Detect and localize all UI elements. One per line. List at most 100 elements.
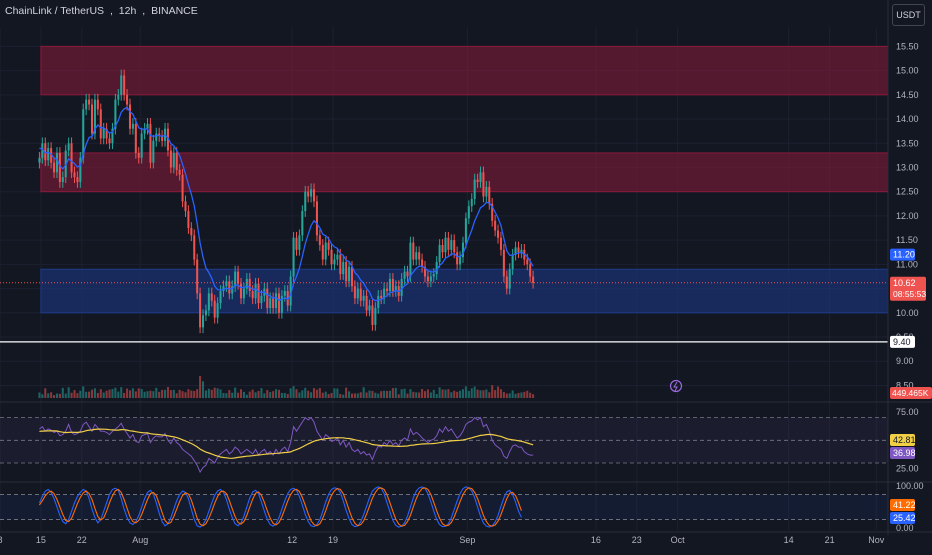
price-tick-label: 8.50: [896, 380, 914, 390]
candle: [85, 99, 88, 110]
candle: [260, 295, 263, 304]
candle: [146, 123, 149, 129]
volume-bar: [456, 391, 459, 398]
volume-bar: [254, 392, 257, 398]
candle: [175, 152, 178, 170]
candle: [432, 274, 435, 277]
volume-bar: [333, 388, 336, 398]
volume-bar: [210, 389, 213, 398]
volume-bar: [280, 392, 283, 398]
volume-bar: [82, 386, 85, 398]
candle: [336, 254, 339, 260]
resistance-zone: [40, 45, 889, 96]
volume-bar: [137, 388, 140, 398]
candle: [58, 152, 61, 183]
candle: [134, 123, 137, 153]
candle: [277, 293, 280, 313]
candle: [210, 293, 213, 301]
price-tick-label: 15.00: [896, 66, 919, 76]
time-tick-label: Oct: [671, 535, 686, 545]
candle: [345, 261, 348, 282]
volume-bar: [58, 393, 61, 398]
candle: [204, 310, 207, 316]
volume-bar: [88, 391, 91, 398]
volume-bar: [131, 388, 134, 398]
volume-bar: [187, 389, 190, 398]
candle: [50, 148, 53, 163]
ma-value-label: 11.20: [893, 250, 915, 260]
candle: [444, 237, 447, 253]
candle: [497, 230, 500, 238]
volume-bar: [193, 390, 196, 398]
volume-bar: [152, 391, 155, 398]
volume-value-bg: [890, 387, 932, 399]
candle: [467, 206, 470, 219]
candle: [96, 99, 99, 110]
candle: [111, 128, 114, 144]
candle: [219, 291, 222, 304]
candle: [330, 249, 333, 265]
candle: [342, 261, 345, 275]
candle: [184, 201, 187, 212]
last-price-bg: [890, 276, 926, 301]
volume-bar: [149, 390, 152, 398]
interval-label[interactable]: 12h: [118, 5, 137, 17]
volume-bar: [494, 390, 497, 398]
volume-bar: [292, 386, 295, 398]
lightning-bolt-icon: [673, 381, 678, 392]
volume-bar: [532, 394, 535, 398]
rsi-pane: 75.00 25.00 42.81 36.98: [0, 407, 919, 474]
candle: [371, 305, 374, 325]
volume-bar: [426, 389, 429, 398]
candle: [41, 143, 44, 158]
volume-bar: [508, 393, 511, 398]
candle: [225, 281, 228, 287]
volume-bar: [365, 392, 368, 398]
candle: [88, 99, 91, 105]
candle: [394, 286, 397, 292]
candle: [143, 128, 146, 134]
candle: [511, 254, 514, 270]
candle: [55, 152, 58, 173]
stoch-k-line: [38, 486, 522, 528]
candle: [461, 242, 465, 258]
symbol-name[interactable]: ChainLink / TetherUS: [5, 5, 105, 17]
time-tick-label: Aug: [132, 535, 148, 545]
moving-average-line: [39, 106, 534, 302]
volume-bar: [374, 392, 377, 398]
candle: [140, 133, 143, 158]
volume-bar: [438, 387, 441, 398]
volume-bar: [394, 387, 397, 398]
candle: [476, 179, 479, 183]
volume-bar: [406, 393, 409, 398]
volume-bar: [251, 389, 254, 398]
rsi-line: [39, 416, 534, 474]
volume-bar: [231, 392, 234, 398]
volume-bar: [348, 391, 351, 398]
exchange-label: BINANCE: [151, 5, 198, 17]
volume-bar: [172, 389, 175, 398]
candle: [61, 177, 64, 183]
volume-bar: [196, 389, 199, 398]
candle: [196, 259, 199, 294]
candle: [473, 179, 476, 199]
candle: [450, 240, 453, 250]
volume-bar: [164, 389, 167, 398]
currency-button[interactable]: USDT: [892, 4, 925, 26]
candle: [272, 298, 275, 308]
volume-bar: [41, 394, 44, 398]
volume-bar: [377, 393, 380, 398]
volume-bar: [336, 388, 339, 398]
candle: [257, 283, 260, 304]
resistance-zone: [40, 152, 889, 193]
candle: [149, 123, 152, 163]
candle: [237, 271, 240, 284]
volume-bar: [386, 390, 389, 398]
candle: [359, 288, 362, 301]
volume-bar: [467, 390, 470, 398]
volume-bar: [353, 393, 356, 398]
volume-bar: [482, 390, 485, 398]
volume-bar: [73, 390, 76, 398]
